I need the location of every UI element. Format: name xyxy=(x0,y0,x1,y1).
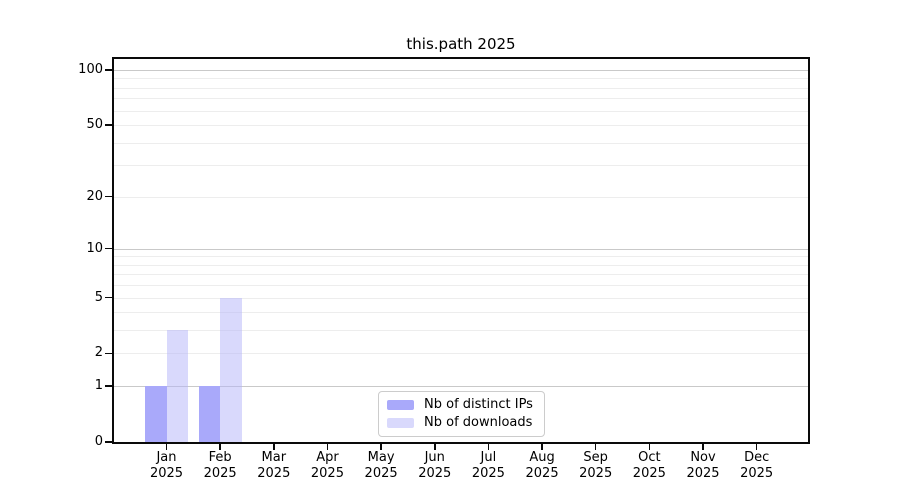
minor-gridline xyxy=(114,330,808,332)
minor-gridline xyxy=(114,264,808,266)
bar-downloads xyxy=(166,330,188,442)
legend-entry-downloads: Nb of downloads xyxy=(387,415,535,430)
x-tick-label: May 2025 xyxy=(364,450,398,481)
x-tick-label: Sep 2025 xyxy=(579,450,613,481)
minor-gridline xyxy=(114,297,808,299)
x-tick-label: Nov 2025 xyxy=(686,450,720,481)
minor-gridline xyxy=(114,312,808,314)
chart-title: this.path 2025 xyxy=(406,35,516,53)
y-tick-mark xyxy=(105,247,113,250)
minor-gridline xyxy=(114,142,808,144)
plot-area xyxy=(112,57,810,444)
major-gridline xyxy=(114,386,808,388)
y-tick-mark xyxy=(105,69,113,71)
x-tick-mark xyxy=(326,444,329,450)
x-tick-mark xyxy=(755,444,758,450)
x-tick-label: Oct 2025 xyxy=(632,450,666,481)
x-tick-mark xyxy=(219,444,221,450)
y-tick-label: 50 xyxy=(86,117,103,133)
minor-gridline xyxy=(114,110,808,112)
y-tick-label: 10 xyxy=(86,240,103,256)
y-tick-mark xyxy=(105,296,113,299)
legend-entry-distinct-ips: Nb of distinct IPs xyxy=(387,397,535,412)
y-tick-label: 5 xyxy=(94,289,103,305)
x-tick-label: Mar 2025 xyxy=(257,450,291,481)
x-tick-label: Jan 2025 xyxy=(149,450,184,481)
minor-gridline xyxy=(114,274,808,276)
minor-gridline xyxy=(114,353,808,355)
x-tick-label: Aug 2025 xyxy=(525,450,559,481)
legend: Nb of distinct IPs Nb of downloads xyxy=(378,391,545,437)
x-tick-mark xyxy=(380,444,382,450)
x-tick-mark xyxy=(487,444,490,450)
y-tick-label: 100 xyxy=(78,62,103,77)
minor-gridline xyxy=(114,98,808,100)
x-tick-mark xyxy=(165,444,168,450)
x-tick-mark xyxy=(434,444,436,450)
minor-gridline xyxy=(114,196,808,198)
y-tick-mark xyxy=(105,441,113,443)
x-tick-label: Jul 2025 xyxy=(471,450,505,481)
x-tick-mark xyxy=(648,444,651,450)
major-gridline xyxy=(114,248,808,250)
y-tick-mark xyxy=(105,124,113,126)
x-tick-mark xyxy=(273,444,275,450)
x-tick-label: Feb 2025 xyxy=(203,450,237,481)
y-tick-mark xyxy=(105,385,113,387)
legend-label-downloads: Nb of downloads xyxy=(424,415,533,430)
y-tick-label: 0 xyxy=(94,434,103,449)
y-tick-label: 2 xyxy=(94,345,103,361)
y-tick-mark xyxy=(105,352,113,355)
x-tick-label: Dec 2025 xyxy=(740,450,774,481)
x-tick-mark xyxy=(594,444,597,450)
bar-distinct-ips xyxy=(198,386,221,442)
major-gridline xyxy=(114,70,808,71)
bar-downloads xyxy=(220,297,242,442)
minor-gridline xyxy=(114,125,808,127)
minor-gridline xyxy=(114,285,808,287)
y-tick-label: 20 xyxy=(86,188,103,204)
minor-gridline xyxy=(114,165,808,167)
minor-gridline xyxy=(114,78,808,80)
legend-swatch-distinct-ips xyxy=(387,399,414,410)
x-tick-mark xyxy=(702,444,704,450)
bar-distinct-ips xyxy=(145,386,167,442)
legend-label-distinct-ips: Nb of distinct IPs xyxy=(424,397,533,412)
legend-swatch-downloads xyxy=(387,417,414,428)
y-tick-mark xyxy=(105,195,113,198)
x-tick-label: Jun 2025 xyxy=(418,450,452,481)
y-tick-label: 1 xyxy=(94,378,103,394)
minor-gridline xyxy=(114,87,808,89)
x-tick-label: Apr 2025 xyxy=(310,450,344,481)
minor-gridline xyxy=(114,256,808,258)
x-tick-mark xyxy=(541,444,543,450)
